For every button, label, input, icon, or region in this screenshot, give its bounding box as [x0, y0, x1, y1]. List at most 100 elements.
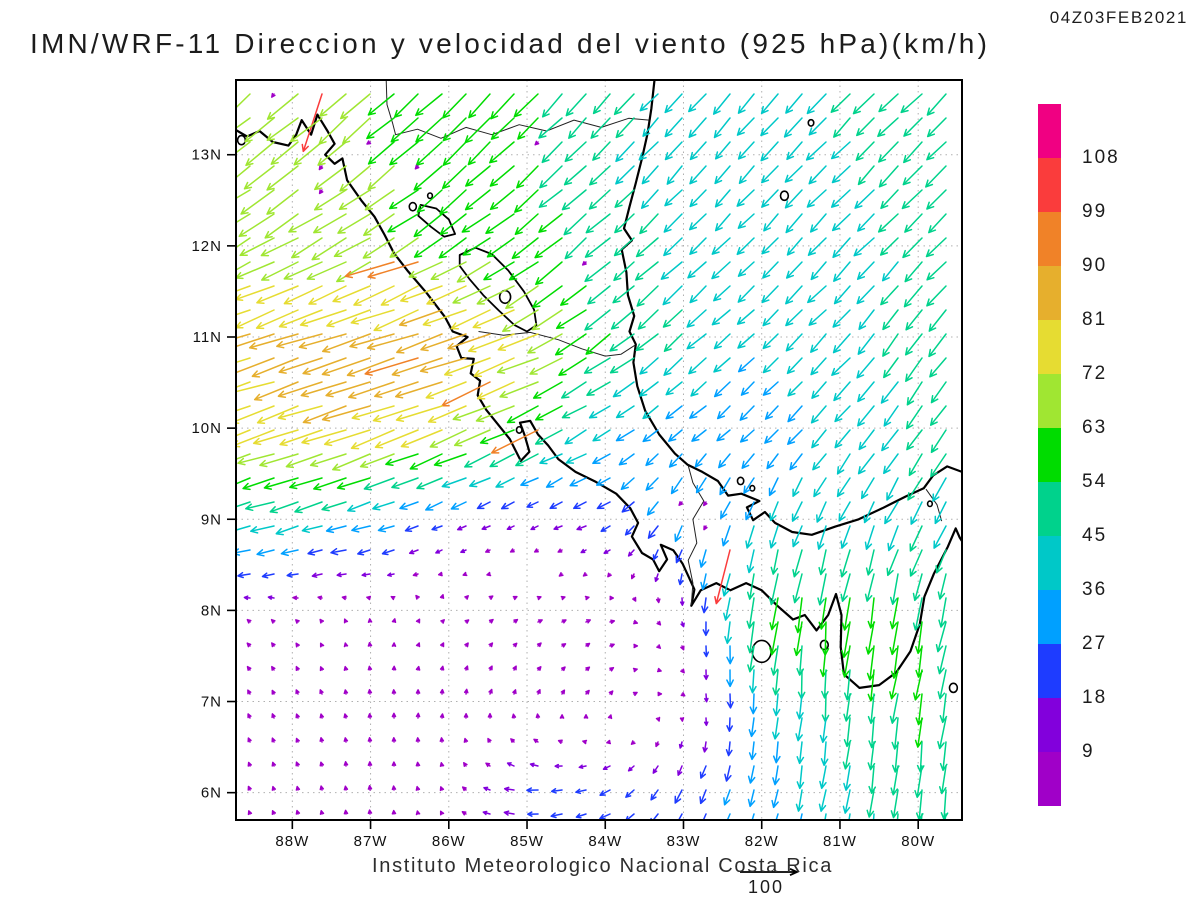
wind-arrow	[588, 405, 611, 419]
wind-arrow	[319, 810, 325, 815]
wind-arrow	[425, 381, 467, 400]
wind-arrow	[634, 261, 659, 281]
wind-arrow	[645, 477, 659, 491]
wind-arrow	[808, 165, 827, 185]
wind-arrow	[415, 141, 443, 166]
wind-arrow	[831, 165, 851, 184]
wind-arrow	[456, 525, 467, 531]
wind-arrow	[584, 237, 611, 258]
wind-arrow	[937, 573, 947, 600]
wind-arrow	[602, 765, 611, 770]
wind-arrow	[256, 405, 299, 424]
wind-arrow	[703, 645, 710, 658]
colorbar-label: 63	[1082, 417, 1108, 438]
wind-arrow	[929, 357, 947, 378]
wind-arrow	[243, 595, 251, 601]
wind-arrow	[716, 405, 731, 420]
wind-arrow	[613, 237, 635, 257]
wind-arrow	[713, 381, 731, 398]
y-axis-label: 11N	[193, 329, 222, 346]
wind-arrow	[318, 165, 324, 171]
wind-arrow	[944, 813, 947, 820]
wind-arrow	[538, 117, 563, 139]
wind-arrow	[702, 813, 707, 820]
wind-arrow	[534, 237, 563, 259]
wind-arrow	[746, 621, 755, 654]
wind-arrow	[642, 117, 659, 137]
wind-arrow	[311, 572, 323, 578]
wind-arrow	[836, 453, 851, 475]
wind-arrow	[247, 689, 252, 695]
wind-arrow	[640, 189, 659, 209]
wind-arrow	[585, 689, 590, 695]
wind-arrow	[584, 595, 590, 601]
wind-arrow	[680, 645, 685, 651]
wind-arrow	[250, 525, 275, 534]
wind-arrow	[275, 525, 299, 536]
wind-arrow	[245, 501, 275, 512]
wind-arrow	[311, 237, 347, 261]
wind-arrow	[450, 309, 491, 330]
wind-arrow	[415, 712, 421, 719]
wind-arrow	[236, 405, 251, 412]
wind-arrow	[461, 213, 491, 233]
x-axis-label: 86W	[432, 833, 466, 850]
wind-arrow	[926, 117, 947, 138]
wind-arrow	[760, 117, 779, 137]
wind-arrow	[285, 453, 323, 469]
wind-arrow	[425, 501, 443, 511]
wind-arrow	[833, 285, 851, 305]
wind-arrow	[903, 141, 923, 164]
wind-arrow	[614, 213, 635, 234]
wind-arrow	[937, 717, 947, 750]
wind-arrow	[313, 213, 347, 234]
wind-arrow	[737, 261, 755, 277]
wind-arrow	[887, 525, 899, 552]
wind-arrow	[464, 642, 469, 648]
wind-arrow	[461, 811, 467, 816]
wind-arrow	[920, 813, 923, 820]
wind-arrow	[569, 477, 587, 487]
wind-arrow	[308, 285, 347, 305]
wind-arrow	[236, 381, 275, 393]
wind-arrow	[485, 762, 491, 768]
wind-arrow	[792, 549, 803, 578]
island	[408, 201, 418, 212]
wind-arrow	[415, 785, 421, 791]
wind-arrow	[309, 453, 347, 468]
wind-arrow	[937, 645, 947, 675]
wind-arrow	[632, 667, 638, 673]
wind-arrow	[912, 669, 923, 701]
wind-arrow	[511, 237, 539, 260]
wind-arrow	[674, 789, 683, 804]
wind-arrow	[319, 713, 325, 719]
wind-arrow	[343, 689, 349, 695]
wind-arrow	[808, 309, 827, 326]
wind-arrow	[338, 189, 371, 211]
wind-arrow	[313, 477, 347, 491]
wind-arrow	[656, 667, 662, 673]
wind-arrow	[662, 285, 683, 306]
wind-arrow	[880, 381, 899, 404]
wind-arrow	[539, 453, 563, 465]
wind-arrow	[618, 453, 635, 466]
wind-arrow	[737, 141, 755, 160]
island	[948, 682, 959, 694]
wind-arrow	[430, 261, 467, 280]
wind-arrow	[247, 810, 253, 816]
wind-arrow	[503, 810, 515, 816]
wind-arrow	[516, 165, 539, 189]
wind-arrow	[512, 689, 517, 695]
wind-arrow	[247, 713, 252, 719]
wind-arrow	[856, 117, 875, 137]
wind-arrow	[724, 765, 732, 782]
wind-arrow	[585, 619, 591, 624]
wind-arrow	[505, 285, 539, 309]
wind-arrow	[549, 501, 563, 510]
wind-arrow	[714, 165, 731, 185]
wind-arrow	[686, 333, 707, 350]
wind-arrow	[367, 165, 395, 191]
wind-arrow	[688, 213, 707, 231]
wind-arrow	[367, 809, 373, 815]
wind-arrow	[701, 597, 709, 614]
